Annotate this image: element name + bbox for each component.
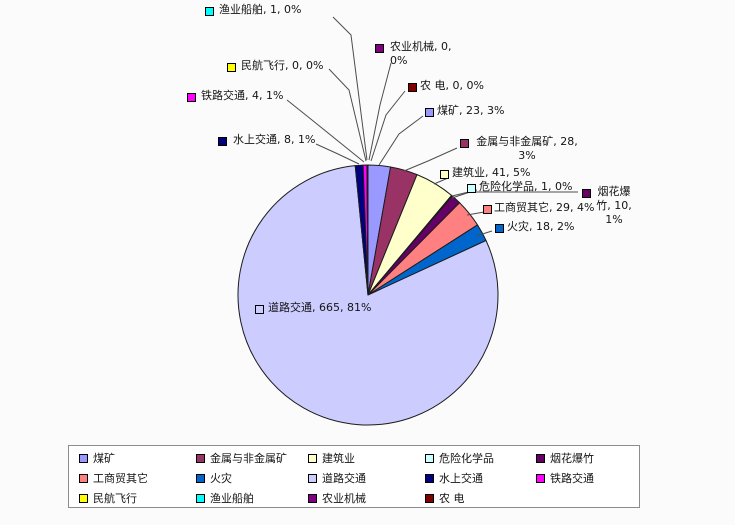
legend-item-12: 农业机械 xyxy=(308,493,366,504)
legend-label: 危险化学品 xyxy=(439,452,494,465)
legend: 煤矿 金属与非金属矿 建筑业 危险化学品 烟花爆竹工商贸其它 火灾 道路交通 水上交通 铁路交通… xyxy=(68,445,640,508)
legend-label: 渔业船舶 xyxy=(210,492,254,505)
leader-line-0 xyxy=(378,115,424,166)
legend-label: 民航飞行 xyxy=(93,492,137,505)
legend-marker-icon xyxy=(308,454,317,463)
series-marker-icon xyxy=(495,224,504,233)
leader-line-10 xyxy=(328,68,367,162)
legend-marker-icon xyxy=(308,474,317,483)
legend-label: 建筑业 xyxy=(322,452,355,465)
legend-item-2: 建筑业 xyxy=(308,453,355,464)
legend-marker-icon xyxy=(425,474,434,483)
legend-label: 火灾 xyxy=(210,472,232,485)
legend-marker-icon xyxy=(196,454,205,463)
legend-item-9: 铁路交通 xyxy=(536,473,594,484)
series-marker-icon xyxy=(227,63,236,72)
pie-data-label-11: 渔业船舶, 1, 0% xyxy=(219,3,302,16)
legend-item-13: 农 电 xyxy=(425,493,465,504)
legend-label: 工商贸其它 xyxy=(93,472,148,485)
legend-marker-icon xyxy=(425,494,434,503)
series-marker-icon xyxy=(218,137,227,146)
legend-label: 水上交通 xyxy=(439,472,483,485)
leader-line-2 xyxy=(433,177,449,185)
leader-line-8 xyxy=(315,143,360,165)
pie-data-label-0: 煤矿, 23, 3% xyxy=(437,104,505,117)
series-marker-icon xyxy=(408,83,417,92)
pie-data-label-1: 金属与非金属矿, 28, 3% xyxy=(476,135,578,162)
pie-data-label-2: 建筑业, 41, 5% xyxy=(452,166,531,179)
legend-marker-icon xyxy=(79,454,88,463)
leader-line-9 xyxy=(286,99,365,163)
legend-item-5: 工商贸其它 xyxy=(79,473,148,484)
legend-item-1: 金属与非金属矿 xyxy=(196,453,287,464)
series-marker-icon xyxy=(375,44,384,53)
series-marker-icon xyxy=(582,189,591,198)
legend-label: 农 电 xyxy=(439,492,465,505)
leader-line-1 xyxy=(403,147,458,172)
pie-data-label-5: 工商贸其它, 29, 4% xyxy=(494,201,595,214)
legend-label: 道路交通 xyxy=(322,472,366,485)
legend-marker-icon xyxy=(536,474,545,483)
leader-line-6 xyxy=(475,230,493,237)
pie-data-label-9: 铁路交通, 4, 1% xyxy=(201,89,284,102)
legend-marker-icon xyxy=(196,494,205,503)
pie-data-label-7: 道路交通, 665, 81% xyxy=(268,301,372,314)
series-marker-icon xyxy=(205,7,214,16)
pie-data-label-12: 农业机械, 0, 0% xyxy=(390,40,452,67)
legend-item-7: 道路交通 xyxy=(308,473,366,484)
series-marker-icon xyxy=(187,93,196,102)
legend-item-0: 煤矿 xyxy=(79,453,115,464)
legend-marker-icon xyxy=(79,474,88,483)
leader-line-13 xyxy=(370,90,406,162)
series-marker-icon xyxy=(440,170,449,179)
series-marker-icon xyxy=(255,305,264,314)
legend-item-4: 烟花爆竹 xyxy=(536,453,594,464)
pie-slices xyxy=(237,164,499,426)
legend-label: 农业机械 xyxy=(322,492,366,505)
legend-label: 铁路交通 xyxy=(550,472,594,485)
pie-data-label-6: 火灾, 18, 2% xyxy=(507,220,575,233)
pie-data-label-10: 民航飞行, 0, 0% xyxy=(241,59,324,72)
legend-label: 金属与非金属矿 xyxy=(210,452,287,465)
pie-slice-11 xyxy=(366,164,369,296)
legend-marker-icon xyxy=(196,474,205,483)
legend-item-3: 危险化学品 xyxy=(425,453,494,464)
pie-data-label-4: 烟花爆竹, 10, 1% xyxy=(596,185,632,226)
legend-label: 煤矿 xyxy=(93,452,115,465)
series-marker-icon xyxy=(425,108,434,117)
pie-data-label-3: 危险化学品, 1, 0% xyxy=(479,180,573,193)
legend-marker-icon xyxy=(536,454,545,463)
series-marker-icon xyxy=(467,184,476,193)
legend-item-8: 水上交通 xyxy=(425,473,483,484)
legend-marker-icon xyxy=(308,494,317,503)
legend-marker-icon xyxy=(425,454,434,463)
legend-label: 烟花爆竹 xyxy=(550,452,594,465)
leader-lines xyxy=(286,16,578,237)
legend-item-11: 渔业船舶 xyxy=(196,493,254,504)
leader-line-12 xyxy=(368,62,392,161)
legend-marker-icon xyxy=(79,494,88,503)
leader-line-11 xyxy=(332,16,368,161)
pie-data-label-8: 水上交通, 8, 1% xyxy=(233,133,316,146)
legend-item-6: 火灾 xyxy=(196,473,232,484)
pie-data-label-13: 农 电, 0, 0% xyxy=(420,79,484,92)
series-marker-icon xyxy=(460,139,469,148)
series-marker-icon xyxy=(483,205,492,214)
legend-item-10: 民航飞行 xyxy=(79,493,137,504)
